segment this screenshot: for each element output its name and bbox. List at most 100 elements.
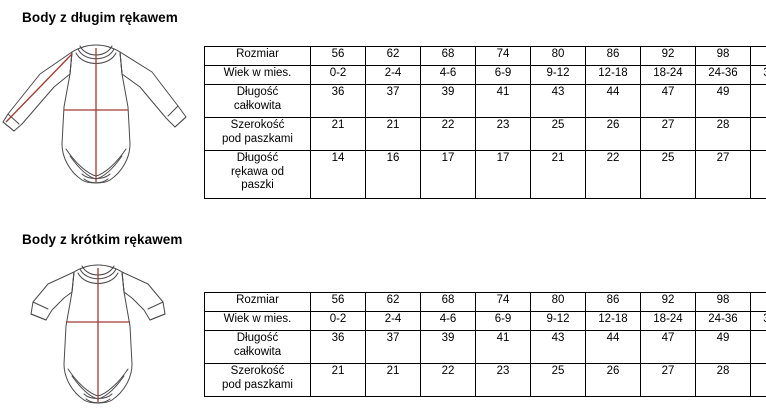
cell-value: 23 [475,363,531,397]
row-label: Długość całkowita [204,330,311,364]
cell-value: 18-24 [640,311,696,331]
cell-value: 26 [585,117,641,151]
cell-value: 22 [420,363,476,397]
cell-value: 37 [365,330,421,364]
left-cuff-edge [32,301,49,310]
cell-value: 18-24 [640,65,696,85]
cell-value: 86 [585,46,641,66]
size-table-long-sleeve: Rozmiar 56 62 68 74 80 86 92 98 104 Wiek… [204,46,766,199]
cell-value: 62 [365,46,421,66]
cell-value: 22 [420,117,476,151]
left-sleeve-outline [30,271,75,321]
cell-value: 47 [640,330,696,364]
cell-value: 43 [530,330,586,364]
cell-value: 49 [695,330,751,364]
row-label: Szerokość pod paszkami [204,363,311,397]
cell-value: 56 [310,292,366,312]
cell-value: 44 [585,84,641,118]
cell-value: 2-4 [365,65,421,85]
cell-value: 27 [640,363,696,397]
cell-value: 104 [750,292,766,312]
left-cuff-line [30,313,47,321]
table-row: Szerokość pod paszkami 21 21 22 23 25 26… [204,363,766,397]
cell-value: 28 [695,117,751,151]
cell-value: 9-12 [530,311,586,331]
cell-value: 25 [640,150,696,199]
cell-value: 23 [475,117,531,151]
cell-value: 36-48 [750,65,766,85]
cell-value: 36-48 [750,311,766,331]
cell-value: 27 [640,117,696,151]
table-row: Wiek w mies. 0-2 2-4 4-6 6-9 9-12 12-18 … [204,311,766,331]
table-row: Długość rękawa od paszki 14 16 17 17 21 … [204,150,766,199]
cell-value: 21 [310,117,366,151]
cell-value: 12-18 [585,311,641,331]
right-cuff-line [149,313,166,321]
row-label: Szerokość pod paszkami [204,117,311,151]
row-label: Wiek w mies. [204,65,311,85]
cell-value: 41 [475,330,531,364]
cell-value: 92 [640,46,696,66]
cell-value: 21 [365,117,421,151]
cell-value: 26 [585,363,641,397]
section-long-sleeve: Body z długim rękawem [0,10,766,199]
body-outline [63,264,133,404]
row-label: Długość rękawa od paszki [204,150,311,199]
cell-value: 4-6 [420,311,476,331]
cell-value: 21 [530,150,586,199]
cell-value: 17 [475,150,531,199]
sleeve-length-measure-line [5,53,73,123]
cell-value: 29 [750,117,766,151]
cell-value: 80 [530,292,586,312]
body-outline [61,44,131,184]
cell-value: 14 [310,150,366,199]
table-row: Długość całkowita 36 37 39 41 43 44 47 4… [204,330,766,364]
cell-value: 17 [420,150,476,199]
table-row: Rozmiar 56 62 68 74 80 86 92 98 104 [204,46,766,66]
right-sleeve-outline [119,51,187,128]
right-shoulder-seam [121,271,125,293]
right-cuff-edge [147,301,164,310]
cell-value: 47 [640,84,696,118]
right-cuff-edge [167,105,179,117]
size-table-short-sleeve: Rozmiar 56 62 68 74 80 86 92 98 104 Wiek… [204,292,766,397]
cell-value: 68 [420,292,476,312]
section-title-short-sleeve: Body z krótkim rękawem [22,232,183,247]
table-row: Wiek w mies. 0-2 2-4 4-6 6-9 9-12 12-18 … [204,65,766,85]
cell-value: 12-18 [585,65,641,85]
left-cuff-edge [7,113,20,125]
table-row: Rozmiar 56 62 68 74 80 86 92 98 104 [204,292,766,312]
cell-value: 56 [310,46,366,66]
cell-value: 24-36 [695,311,751,331]
cell-value: 86 [585,292,641,312]
cell-value: 6-9 [475,65,531,85]
cell-value: 25 [530,117,586,151]
cell-value: 27 [695,150,751,199]
cell-value: 37 [365,84,421,118]
snap-band-bottom [83,178,109,184]
cell-value: 21 [310,363,366,397]
cell-value: 28 [695,363,751,397]
cell-value: 16 [365,150,421,199]
cell-value: 24-36 [695,65,751,85]
cell-value: 68 [420,46,476,66]
long-sleeve-bodysuit-illustration [0,32,204,197]
cell-value: 2-4 [365,311,421,331]
row-label: Rozmiar [204,46,311,66]
cell-value: 49 [695,84,751,118]
cell-value: 51 [750,84,766,118]
cell-value: 74 [475,46,531,66]
cell-value: 39 [420,84,476,118]
row-label: Rozmiar [204,292,311,312]
cell-value: 0-2 [310,65,366,85]
cell-value: 98 [695,46,751,66]
cell-value: 25 [530,363,586,397]
cell-value: 29 [750,363,766,397]
row-label: Wiek w mies. [204,311,311,331]
cell-value: 92 [640,292,696,312]
cell-value: 62 [365,292,421,312]
cell-value: 104 [750,46,766,66]
cell-value: 9-12 [530,65,586,85]
cell-value: 80 [530,46,586,66]
cell-value: 98 [695,292,751,312]
